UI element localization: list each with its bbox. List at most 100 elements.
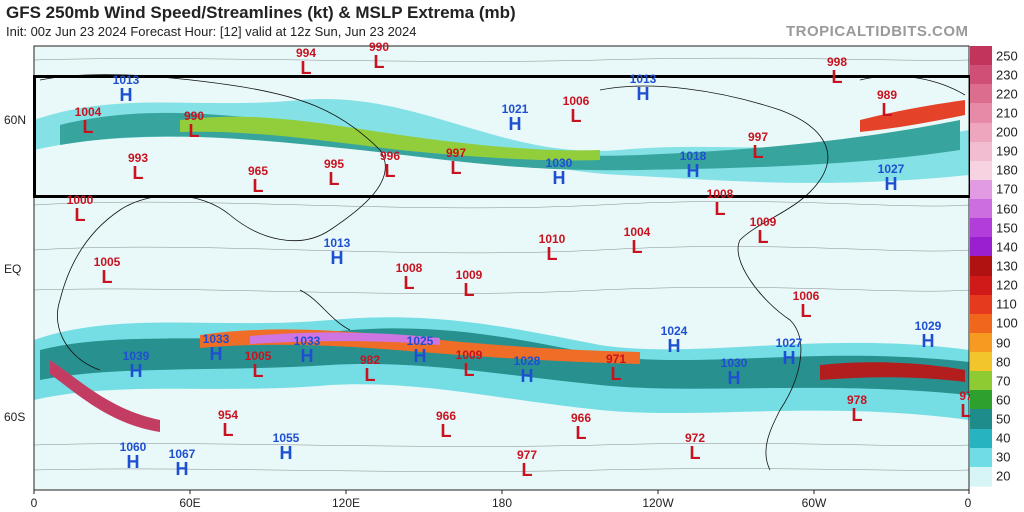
colorbar-swatch [970,447,992,468]
high-pressure-center: 1039 H [118,350,154,380]
high-pressure-center: 1021 H [497,103,533,133]
colorbar-label: 30 [996,449,1011,465]
colorbar-label: 50 [996,411,1011,427]
pressure-value: 1004 [74,105,102,119]
low-pressure-center: 998 L [819,56,855,86]
pressure-value: 998 [826,55,848,69]
high-pressure-center: 1055 H [268,432,304,462]
high-pressure-center: 1030 H [541,157,577,187]
low-pressure-center: 978 L [839,394,875,424]
low-pressure-center: 989 L [869,89,905,119]
colorbar-label: 90 [996,335,1011,351]
pressure-value: 1027 [775,336,803,350]
brand-watermark: TROPICALTIDBITS.COM [786,23,969,40]
colorbar-swatch [970,390,992,411]
pressure-value: 1027 [877,162,905,176]
low-pressure-center: 995 L [316,158,352,188]
pressure-symbol: L [132,163,144,183]
pressure-symbol: L [757,227,769,247]
colorbar-swatch [970,103,992,124]
pressure-value: 1025 [406,334,434,348]
low-pressure-center: 997 L [740,131,776,161]
colorbar-swatch [970,428,992,449]
low-pressure-center: 97 L [948,390,984,420]
low-pressure-center: 1008 L [702,188,738,218]
y-tick-label: EQ [4,262,22,276]
colorbar-label: 110 [996,296,1017,312]
colorbar-swatch [970,294,992,315]
pressure-symbol: L [82,117,94,137]
high-pressure-center: 1025 H [402,335,438,365]
colorbar-label: 210 [996,105,1018,121]
low-pressure-center: 990 L [176,110,212,140]
pressure-symbol: L [752,142,764,162]
pressure-value: 996 [379,149,401,163]
high-pressure-center: 1013 H [319,237,355,267]
pressure-value: 1039 [122,349,150,363]
colorbar-swatch [970,122,992,143]
colorbar-swatch [970,313,992,334]
pressure-symbol: H [209,344,223,364]
colorbar-swatch [970,256,992,277]
pressure-value: 1018 [679,149,707,163]
pressure-symbol: L [521,460,533,480]
pressure-symbol: L [74,205,86,225]
pressure-symbol: H [279,443,293,463]
pressure-symbol: L [252,176,264,196]
colorbar-swatch [970,84,992,105]
pressure-symbol: L [364,365,376,385]
high-pressure-center: 1033 H [289,335,325,365]
pressure-symbol: H [300,346,314,366]
pressure-symbol: H [921,331,935,351]
pressure-value: 990 [183,109,205,123]
pressure-value: 1004 [623,225,651,239]
colorbar-swatch [970,237,992,258]
pressure-symbol: L [328,169,340,189]
colorbar-swatch [970,199,992,220]
wind-speed-shading [34,99,969,432]
low-pressure-center: 972 L [677,432,713,462]
low-pressure-center: 1009 L [745,216,781,246]
y-tick-label: 60N [4,113,27,127]
low-pressure-center: 1005 L [240,350,276,380]
pressure-value: 1021 [501,102,529,116]
colorbar-swatch [970,409,992,430]
high-pressure-center: 1028 H [509,355,545,385]
pressure-symbol: H [884,174,898,194]
high-pressure-center: 1029 H [910,320,946,350]
pressure-value: 978 [846,393,868,407]
pressure-value: 1030 [545,156,573,170]
y-tick-label: 60S [4,410,26,424]
pressure-symbol: L [570,106,582,126]
high-pressure-center: 1067 H [164,448,200,478]
colorbar-label: 20 [996,468,1011,484]
pressure-value: 1029 [914,319,942,333]
pressure-value: 1013 [323,236,351,250]
x-tick-label: 0 [964,496,972,510]
colorbar-label: 120 [996,277,1018,293]
pressure-symbol: L [384,161,396,181]
high-pressure-center: 1060 H [115,441,151,471]
pressure-value: 1033 [202,332,230,346]
x-tick-label: 60W [801,496,827,510]
pressure-symbol: L [881,100,893,120]
pressure-symbol: L [800,301,812,321]
pressure-value: 972 [684,431,706,445]
pressure-symbol: L [689,443,701,463]
pressure-value: 989 [876,88,898,102]
colorbar-label: 80 [996,354,1011,370]
colorbar-swatch [970,141,992,162]
wind-speed-colorbar [970,46,992,487]
pressure-symbol: H [508,114,522,134]
coastlines [39,74,966,471]
pressure-symbol: L [403,273,415,293]
pressure-value: 1028 [513,354,541,368]
low-pressure-center: 954 L [210,409,246,439]
pressure-symbol: H [119,85,133,105]
pressure-value: 965 [247,164,269,178]
pressure-symbol: L [610,364,622,384]
pressure-symbol: L [300,58,312,78]
low-pressure-center: 971 L [598,353,634,383]
pressure-symbol: L [851,405,863,425]
low-pressure-center: 1005 L [89,256,125,286]
